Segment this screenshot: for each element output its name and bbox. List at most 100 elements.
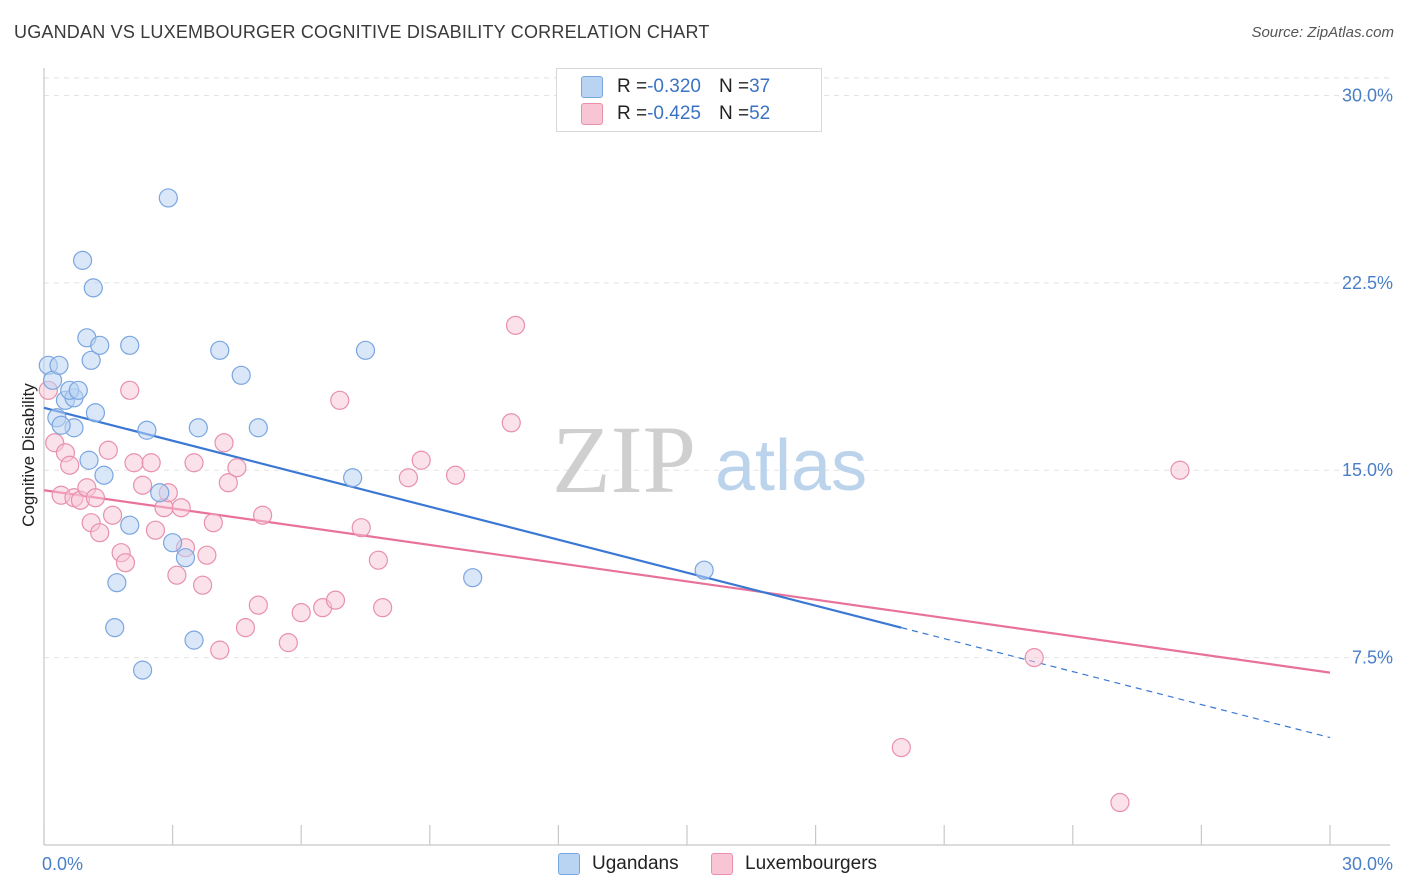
point-ugandans xyxy=(355,340,376,360)
legend-r-label: R = xyxy=(617,103,648,124)
point-ugandans xyxy=(158,188,178,208)
point-luxembourgers xyxy=(891,737,911,758)
point-ugandans xyxy=(163,533,183,553)
point-ugandans xyxy=(694,560,714,580)
point-luxembourgers xyxy=(1110,792,1130,813)
legend-n-value: 37 xyxy=(749,76,771,97)
y-tick-label: 22.5% xyxy=(1342,273,1393,293)
bottom-legend-label-luxembourgers: Luxembourgers xyxy=(745,853,878,874)
point-luxembourgers xyxy=(501,413,521,433)
point-luxembourgers xyxy=(98,440,118,460)
point-luxembourgers xyxy=(184,453,204,473)
legend-r-value: -0.425 xyxy=(647,103,701,124)
point-ugandans xyxy=(231,365,251,385)
y-tick-label: 7.5% xyxy=(1352,648,1393,668)
bottom-legend-ugandans: Ugandans xyxy=(558,851,679,877)
point-luxembourgers xyxy=(1170,460,1190,480)
axes xyxy=(43,68,1390,846)
point-luxembourgers xyxy=(253,505,273,525)
point-luxembourgers xyxy=(214,433,234,453)
point-luxembourgers xyxy=(210,640,230,660)
watermark: ZIP atlas xyxy=(552,406,867,513)
point-luxembourgers xyxy=(278,633,298,653)
point-luxembourgers xyxy=(141,453,161,473)
trendline-ugandans-extension xyxy=(901,627,1331,739)
point-ugandans xyxy=(120,515,140,535)
point-luxembourgers xyxy=(325,590,346,610)
legend-r-label: R = xyxy=(617,76,648,97)
point-luxembourgers xyxy=(368,550,388,570)
point-ugandans xyxy=(248,418,268,438)
point-ugandans xyxy=(90,335,110,355)
legend-n-value: 52 xyxy=(749,103,771,124)
point-luxembourgers xyxy=(60,455,80,475)
point-luxembourgers xyxy=(227,458,247,478)
point-ugandans xyxy=(94,465,114,485)
point-ugandans xyxy=(107,573,127,593)
watermark-zip: ZIP xyxy=(552,406,696,513)
point-ugandans xyxy=(150,483,170,503)
point-luxembourgers xyxy=(115,553,136,573)
point-luxembourgers xyxy=(120,380,140,400)
y-tick-label: 30.0% xyxy=(1342,85,1393,105)
point-luxembourgers xyxy=(171,498,191,518)
point-ugandans xyxy=(343,468,363,488)
point-luxembourgers xyxy=(167,565,187,585)
point-luxembourgers xyxy=(197,545,217,565)
point-ugandans xyxy=(81,350,101,370)
point-luxembourgers xyxy=(291,603,311,623)
point-luxembourgers xyxy=(248,595,268,615)
bottom-legend-swatch-luxembourgers xyxy=(711,853,733,875)
point-luxembourgers xyxy=(411,450,431,470)
y-axis-label: Cognitive Disability xyxy=(19,383,38,527)
legend-n-label: N = xyxy=(718,103,750,124)
tick-labels: 7.5% 15.0% 22.5% 30.0% 0.0% 30.0% xyxy=(42,85,1393,874)
point-luxembourgers xyxy=(90,523,110,543)
data-points xyxy=(38,188,1190,813)
trendline-ugandans xyxy=(43,406,902,629)
point-ugandans xyxy=(51,415,71,435)
bottom-legend-swatch-ugandans xyxy=(558,853,580,875)
trendline-luxembourgers xyxy=(43,489,1331,674)
point-luxembourgers xyxy=(218,473,238,493)
point-luxembourgers xyxy=(1024,648,1044,668)
point-luxembourgers xyxy=(203,513,223,533)
point-luxembourgers xyxy=(85,488,106,508)
point-ugandans xyxy=(137,420,157,440)
point-luxembourgers xyxy=(330,390,350,410)
point-luxembourgers xyxy=(124,453,144,473)
bottom-legend-label-ugandans: Ugandans xyxy=(592,853,679,874)
point-ugandans xyxy=(210,340,230,360)
legend-row-luxembourgers: R = -0.425 N = 52 xyxy=(581,102,770,126)
point-ugandans xyxy=(188,418,208,438)
point-ugandans xyxy=(83,278,103,298)
point-ugandans xyxy=(120,335,140,355)
legend-row-ugandans: R = -0.320 N = 37 xyxy=(581,75,770,99)
point-luxembourgers xyxy=(102,505,123,525)
point-ugandans xyxy=(72,250,93,270)
point-ugandans xyxy=(132,660,153,680)
legend-swatch-ugandans xyxy=(581,76,603,98)
y-tick-label: 15.0% xyxy=(1342,460,1393,480)
point-ugandans xyxy=(463,568,483,588)
point-luxembourgers xyxy=(235,618,256,638)
point-luxembourgers xyxy=(193,575,213,595)
chart-title: UGANDAN VS LUXEMBOURGER COGNITIVE DISABI… xyxy=(14,22,710,42)
point-luxembourgers xyxy=(351,518,371,538)
point-ugandans xyxy=(68,380,88,400)
point-luxembourgers xyxy=(145,520,166,540)
x-tick-label: 0.0% xyxy=(42,854,83,874)
correlation-legend: R = -0.320 N = 37 R = -0.425 N = 52 xyxy=(556,68,822,132)
x-tick-label: 30.0% xyxy=(1342,854,1393,874)
point-luxembourgers xyxy=(132,475,153,495)
legend-swatch-luxembourgers xyxy=(581,103,603,125)
legend-n-label: N = xyxy=(718,76,750,97)
point-luxembourgers xyxy=(398,468,418,488)
point-ugandans xyxy=(175,548,196,568)
point-ugandans xyxy=(85,403,106,423)
point-luxembourgers xyxy=(445,465,466,485)
legend-r-value: -0.320 xyxy=(647,76,701,97)
point-ugandans xyxy=(184,630,204,650)
point-ugandans xyxy=(79,450,99,470)
